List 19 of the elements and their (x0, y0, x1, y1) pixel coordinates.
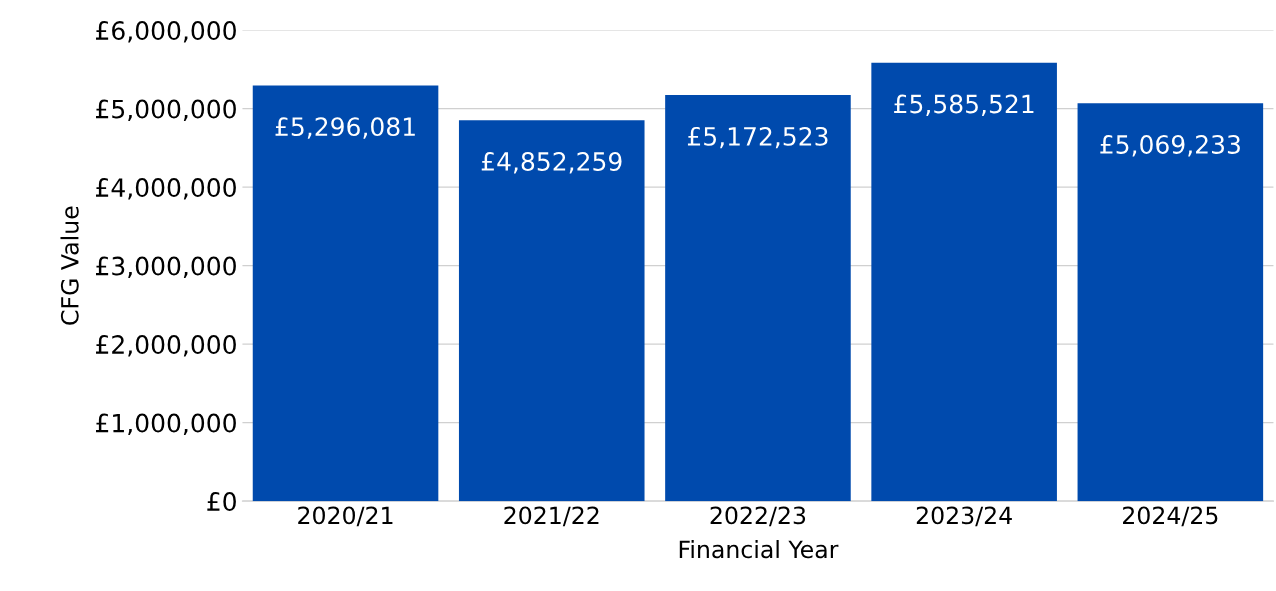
x-tick-label: 2024/25 (1123, 506, 1218, 527)
y-tick-label: £6,000,000 (96, 21, 236, 43)
data-label: £5,069,233 (1100, 135, 1240, 157)
y-tick-label: £5,000,000 (96, 99, 236, 122)
y-tick-label: £2,000,000 (96, 335, 236, 357)
x-tick-label: 2023/24 (916, 506, 1012, 527)
y-tick-label: £1,000,000 (96, 413, 236, 436)
y-tick-label: £0 (207, 492, 236, 512)
data-label: £5,172,523 (687, 126, 828, 149)
x-axis-title: Financial Year (679, 539, 839, 559)
x-tick-label: 2020/21 (298, 506, 393, 527)
data-label: £4,852,259 (481, 152, 622, 174)
y-tick-label: £4,000,000 (96, 178, 236, 200)
x-tick-label: 2022/23 (710, 506, 806, 527)
data-label: £5,296,081 (275, 117, 415, 139)
y-axis-title: CFG Value (60, 206, 79, 325)
y-tick-label: £3,000,000 (96, 256, 236, 279)
x-tick-label: 2021/22 (504, 506, 599, 527)
data-label: £5,585,521 (894, 94, 1034, 116)
